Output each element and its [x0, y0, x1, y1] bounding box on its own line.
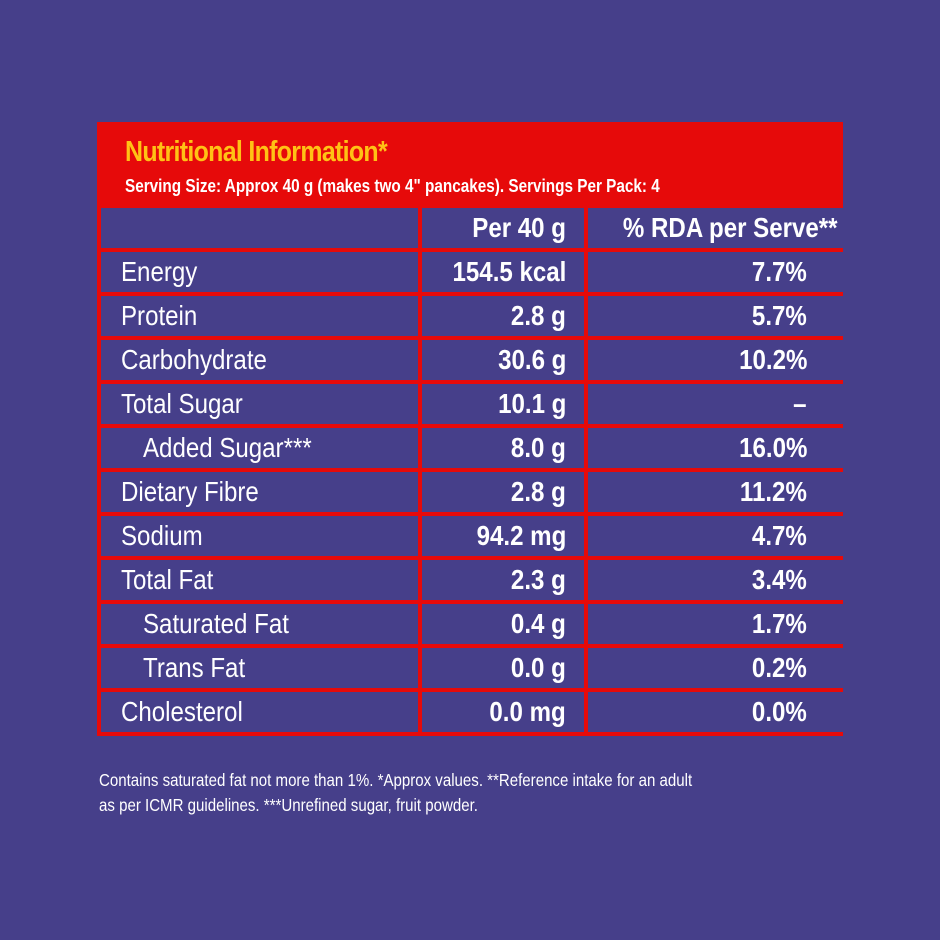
nutrient-name: Dietary Fibre [101, 472, 418, 512]
header-per-40g: Per 40 g [422, 208, 584, 248]
nutrient-rda: 16.0% [588, 428, 843, 468]
nutrient-rda: 10.2% [588, 340, 843, 380]
header-rda: % RDA per Serve** [588, 208, 843, 248]
nutrient-amount: 0.4 g [422, 604, 584, 644]
table-row: Saturated Fat 0.4 g 1.7% [101, 604, 843, 644]
nutrient-name: Protein [101, 296, 418, 336]
nutrient-name: Carbohydrate [101, 340, 418, 380]
nutrient-amount: 2.8 g [422, 472, 584, 512]
footnote-line-2: as per ICMR guidelines. ***Unrefined sug… [99, 795, 478, 815]
table-row: Trans Fat 0.0 g 0.2% [101, 648, 843, 688]
nutrient-rda: 5.7% [588, 296, 843, 336]
nutrient-name: Saturated Fat [101, 604, 418, 644]
footnote: Contains saturated fat not more than 1%.… [99, 768, 879, 818]
nutrient-name: Energy [101, 252, 418, 292]
nutrient-rda: 3.4% [588, 560, 843, 600]
table-row: Protein 2.8 g 5.7% [101, 296, 843, 336]
nutrient-name: Total Sugar [101, 384, 418, 424]
nutrient-amount: 94.2 mg [422, 516, 584, 556]
nutrient-amount: 0.0 g [422, 648, 584, 688]
nutrient-amount: 30.6 g [422, 340, 584, 380]
table-row: Dietary Fibre 2.8 g 11.2% [101, 472, 843, 512]
header-nutrient [101, 208, 418, 248]
nutrient-amount: 8.0 g [422, 428, 584, 468]
nutrient-rda: 0.2% [588, 648, 843, 688]
table-row: Total Sugar 10.1 g – [101, 384, 843, 424]
nutrient-rda: 0.0% [588, 692, 843, 732]
nutrient-rda: 7.7% [588, 252, 843, 292]
nutrient-name: Added Sugar*** [101, 428, 418, 468]
nutrient-amount: 154.5 kcal [422, 252, 584, 292]
table-row: Sodium 94.2 mg 4.7% [101, 516, 843, 556]
nutrient-name: Trans Fat [101, 648, 418, 688]
nutrient-rda: 1.7% [588, 604, 843, 644]
nutrition-table: Per 40 g % RDA per Serve** Energy 154.5 … [97, 204, 847, 736]
panel-header: Nutritional Information* Serving Size: A… [101, 122, 839, 208]
nutrient-rda: – [588, 384, 843, 424]
serving-size-text: Serving Size: Approx 40 g (makes two 4" … [125, 176, 660, 196]
nutrient-rda: 4.7% [588, 516, 843, 556]
nutrient-rda: 11.2% [588, 472, 843, 512]
nutrient-amount: 10.1 g [422, 384, 584, 424]
table-header-row: Per 40 g % RDA per Serve** [101, 208, 843, 248]
panel-title: Nutritional Information* [125, 136, 388, 168]
nutrient-name: Cholesterol [101, 692, 418, 732]
table-row: Total Fat 2.3 g 3.4% [101, 560, 843, 600]
nutrient-amount: 2.8 g [422, 296, 584, 336]
table-row: Added Sugar*** 8.0 g 16.0% [101, 428, 843, 468]
table-row: Cholesterol 0.0 mg 0.0% [101, 692, 843, 732]
nutrient-amount: 2.3 g [422, 560, 584, 600]
nutrient-amount: 0.0 mg [422, 692, 584, 732]
table-row: Carbohydrate 30.6 g 10.2% [101, 340, 843, 380]
nutrition-panel: Nutritional Information* Serving Size: A… [97, 122, 843, 736]
nutrient-name: Total Fat [101, 560, 418, 600]
footnote-line-1: Contains saturated fat not more than 1%.… [99, 770, 693, 790]
nutrient-name: Sodium [101, 516, 418, 556]
table-row: Energy 154.5 kcal 7.7% [101, 252, 843, 292]
